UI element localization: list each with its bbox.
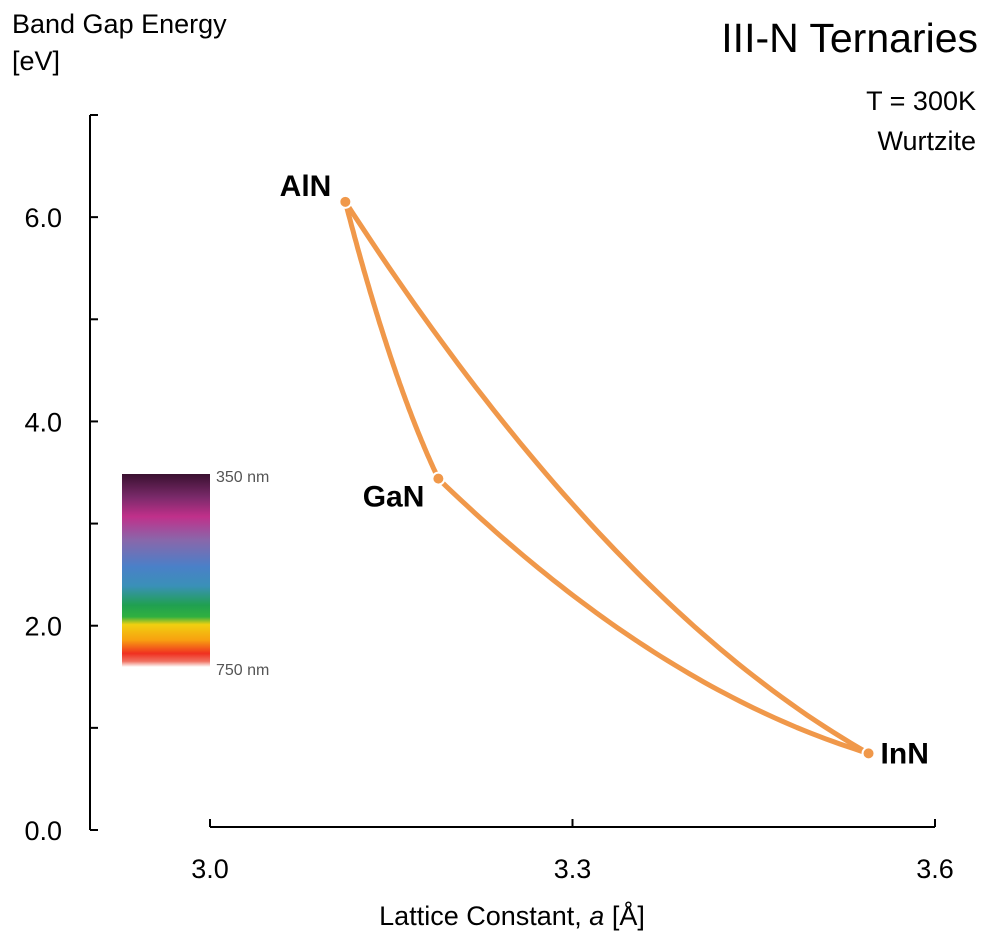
visible-spectrum-bar [122,474,210,667]
y-ticks: 0.0 2.0 4.0 6.0 [24,114,98,846]
y-tick-label: 2.0 [24,612,62,642]
x-axis-title: Lattice Constant, a [Å] [379,900,645,931]
chart-title: III-N Ternaries [721,15,978,61]
y-tick-label: 6.0 [24,203,62,233]
y-tick-label: 0.0 [24,816,62,846]
point-aln [338,194,353,209]
structure-label: Wurtzite [877,126,976,156]
x-tick-label: 3.0 [191,854,229,884]
temperature-label: T = 300K [866,86,976,116]
x-ticks: 3.0 3.3 3.6 [191,819,954,884]
curve-gan-inn [435,476,871,756]
point-label-inn: InN [881,737,929,770]
point-label-aln: AlN [280,170,332,203]
spectrum-top-label: 350 nm [216,469,269,486]
curve-aln-inn [342,199,871,756]
spectrum-bottom-label: 750 nm [216,662,269,679]
y-tick-label: 4.0 [24,407,62,437]
ternary-curves [342,199,871,756]
point-gan [431,471,446,486]
y-axis-title-line1: Band Gap Energy [12,9,227,39]
x-tick-label: 3.6 [916,854,954,884]
point-label-gan: GaN [363,481,425,514]
y-axis-title-line2: [eV] [12,46,60,76]
curve-aln-gan [342,199,441,482]
x-tick-label: 3.3 [554,854,592,884]
binary-points: AlN GaN InN [280,170,929,771]
point-inn [861,746,876,761]
